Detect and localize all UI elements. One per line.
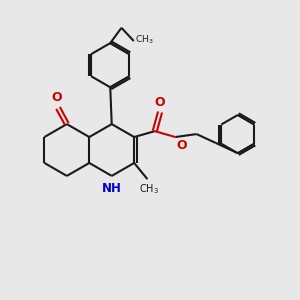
Text: CH$_3$: CH$_3$ <box>135 33 154 46</box>
Text: NH: NH <box>102 182 122 195</box>
Text: O: O <box>177 139 188 152</box>
Text: CH$_3$: CH$_3$ <box>139 182 159 196</box>
Text: O: O <box>51 92 62 104</box>
Text: O: O <box>155 96 165 109</box>
